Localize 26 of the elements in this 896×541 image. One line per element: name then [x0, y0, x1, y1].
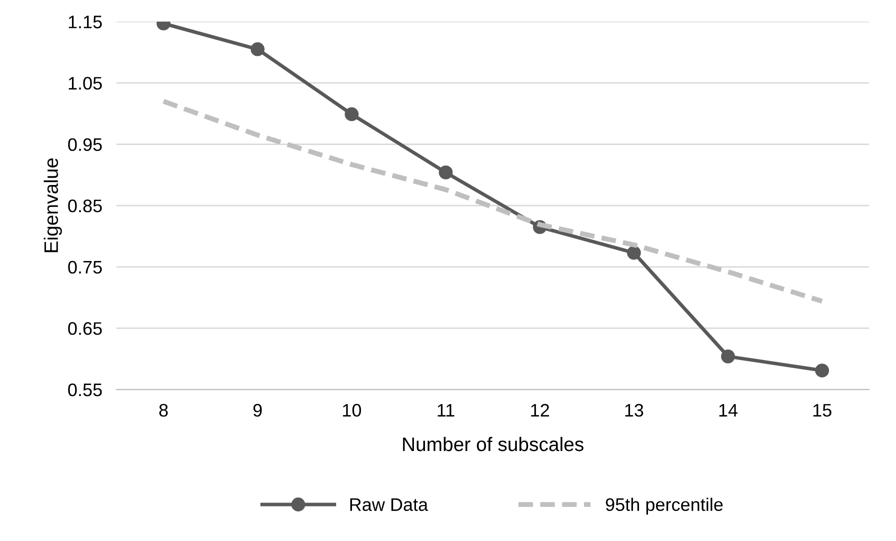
y-tick-label: 1.15 [68, 16, 102, 28]
x-tick-label: 15 [813, 404, 832, 417]
point [815, 364, 830, 378]
y-tick-label: 0.55 [68, 383, 102, 396]
point [344, 107, 359, 122]
legend-label: Raw Data [350, 498, 428, 511]
y-tick-label: 0.85 [68, 200, 102, 212]
x-tick-label: 11 [438, 404, 454, 416]
x-tick-label: 9 [253, 404, 262, 417]
point [438, 166, 453, 180]
y-axis-title: Eigenvalue [44, 158, 62, 252]
x-tick-label: 10 [343, 404, 362, 417]
y-tick-label: 0.95 [68, 138, 102, 151]
x-tick-label: 13 [625, 404, 644, 417]
legend-label: 95th percentile [606, 498, 723, 515]
y-tick-label: 0.75 [68, 260, 102, 274]
point [250, 42, 265, 56]
x-axis-title: Number of subscales [403, 436, 584, 452]
x-tick-label: 14 [719, 404, 738, 416]
y-tick-label: 0.65 [68, 322, 102, 335]
y-tick-label: 1.05 [68, 76, 102, 90]
x-tick-label: 8 [159, 404, 168, 417]
point [626, 246, 641, 260]
x-tick-label: 12 [531, 404, 549, 416]
point [721, 349, 735, 364]
line-series [161, 98, 825, 304]
